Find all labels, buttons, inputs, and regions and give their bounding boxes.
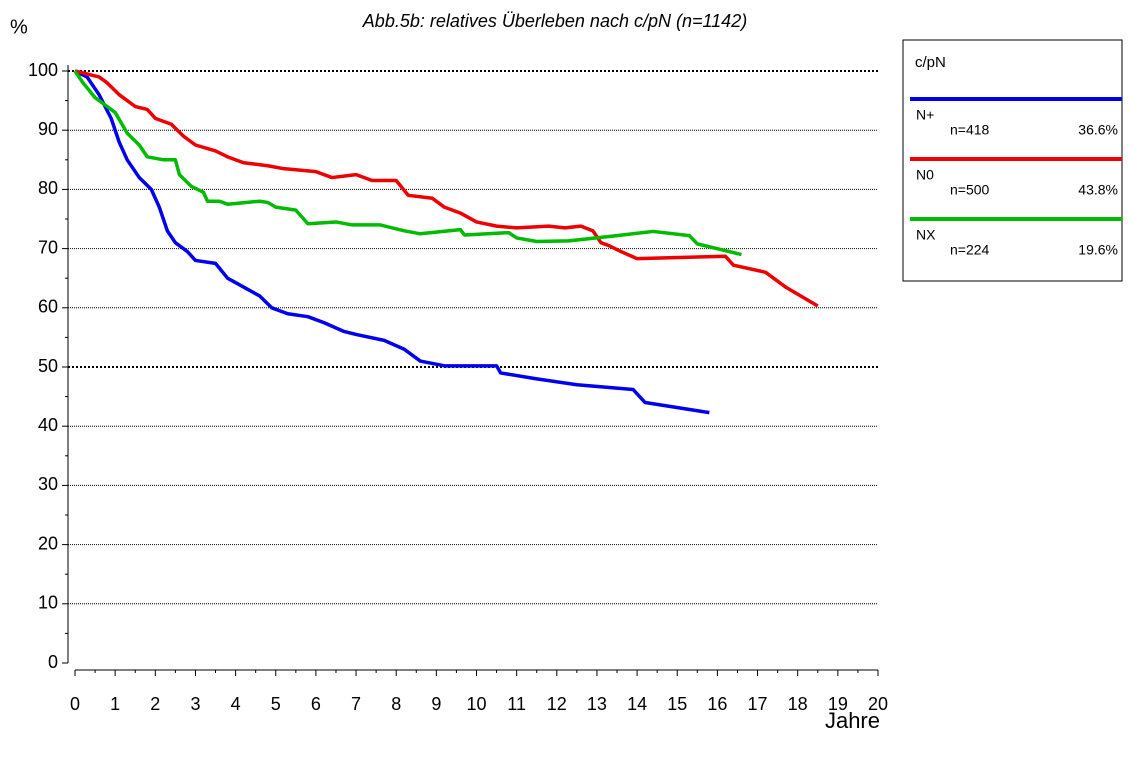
x-tick-label: 14 — [627, 694, 647, 714]
x-tick-label: 16 — [707, 694, 727, 714]
legend-percent: 43.8% — [1078, 182, 1118, 198]
y-tick-label: 70 — [38, 237, 58, 257]
x-tick-label: 9 — [431, 694, 441, 714]
y-tick-label: 90 — [38, 119, 58, 139]
legend-n: n=500 — [950, 182, 990, 198]
x-tick-label: 8 — [391, 694, 401, 714]
line-series — [74, 69, 819, 308]
legend-percent: 19.6% — [1078, 242, 1118, 258]
x-tick-label: 20 — [868, 694, 888, 714]
legend-title: c/pN — [915, 54, 946, 71]
y-tick-label: 30 — [38, 474, 58, 494]
line-series — [73, 70, 742, 257]
y-tick-label: 40 — [38, 415, 58, 435]
chart-title: Abb.5b: relatives Überleben nach c/pN (n… — [362, 11, 747, 31]
x-tick-label: 13 — [587, 694, 607, 714]
y-tick-label: 80 — [38, 178, 58, 198]
x-tick-label: 17 — [748, 694, 768, 714]
x-tick-label: 3 — [190, 694, 200, 714]
legend-label: N0 — [916, 167, 934, 183]
x-axis-label: Jahre — [825, 708, 880, 733]
x-tick-label: 6 — [311, 694, 321, 714]
legend-label: NX — [916, 227, 936, 243]
x-tick-label: 5 — [271, 694, 281, 714]
x-tick-label: 0 — [70, 694, 80, 714]
x-tick-label: 19 — [828, 694, 848, 714]
y-tick-label: 20 — [38, 533, 58, 553]
y-tick-label: 0 — [48, 652, 58, 672]
x-tick-label: 15 — [667, 694, 687, 714]
y-tick-label: 50 — [38, 356, 58, 376]
legend-label: N+ — [916, 107, 934, 123]
legend-n: n=418 — [950, 122, 990, 138]
x-tick-label: 11 — [507, 694, 526, 714]
y-tick-label: 100 — [28, 60, 58, 80]
x-tick-label: 12 — [547, 694, 567, 714]
y-axis-label: % — [10, 16, 28, 38]
x-tick-label: 18 — [788, 694, 808, 714]
x-tick-label: 1 — [110, 694, 120, 714]
legend-percent: 36.6% — [1078, 122, 1118, 138]
line-series — [74, 69, 710, 415]
x-tick-label: 4 — [231, 694, 241, 714]
x-tick-label: 7 — [351, 694, 361, 714]
x-tick-label: 2 — [150, 694, 160, 714]
legend-n: n=224 — [950, 242, 990, 258]
x-tick-label: 10 — [466, 694, 486, 714]
y-tick-label: 10 — [38, 593, 58, 613]
y-tick-label: 60 — [38, 297, 58, 317]
